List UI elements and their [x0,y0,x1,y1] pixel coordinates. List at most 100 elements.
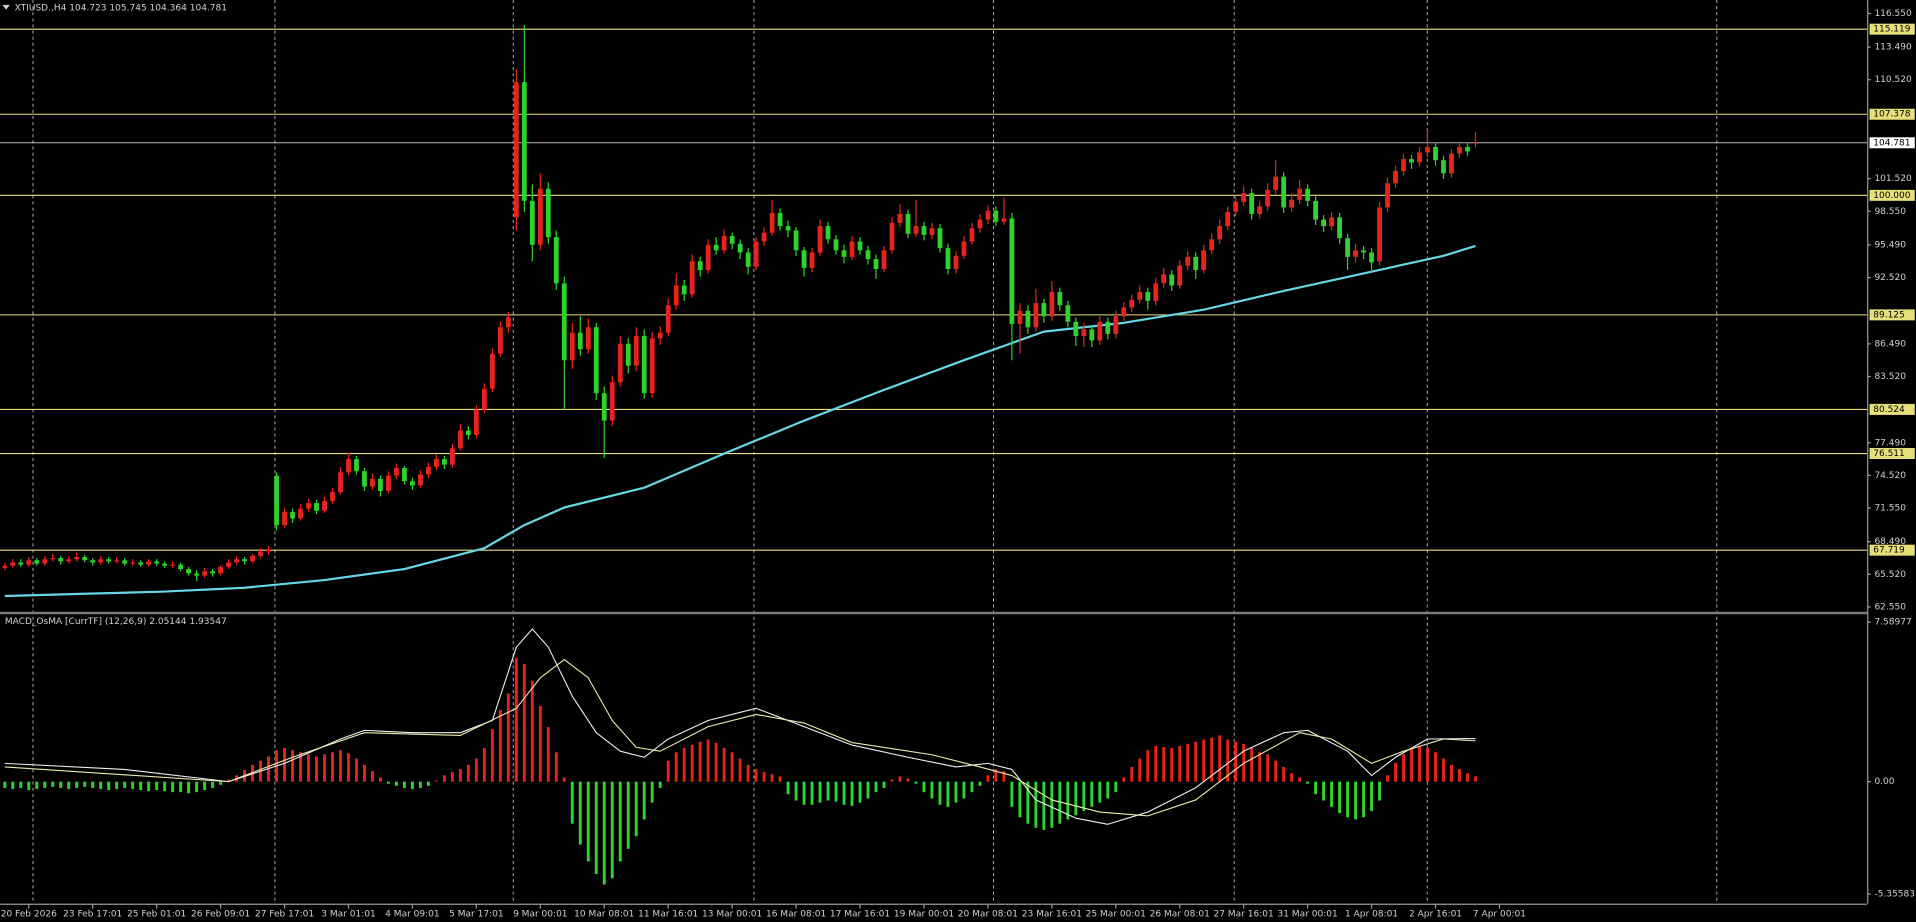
y-tick-label: 71.550 [1874,504,1906,514]
candle-body [1193,256,1199,271]
histogram-bar [450,772,454,782]
histogram-bar [386,781,390,784]
x-tick-label: 20 Mar 08:01 [958,910,1018,920]
histogram-bar [802,781,806,805]
histogram-bar [1314,781,1318,795]
histogram-bar [163,781,167,792]
candle-body [1249,193,1255,215]
histogram-bar [738,758,742,782]
histogram-bar [1234,741,1238,782]
candle-body [841,250,847,257]
candle-body [1225,211,1231,227]
candle-body [426,466,431,475]
histogram-bar [1002,771,1006,782]
candle-body [537,188,543,245]
candle-body [1409,159,1414,163]
histogram-bar [1042,781,1046,830]
histogram-bar [99,781,103,789]
histogram-bar [1290,773,1294,782]
histogram-bar [1066,781,1070,820]
histogram-bar [722,748,726,782]
candle-body [114,560,120,562]
candle-body [34,560,40,564]
histogram-bar [1250,748,1254,782]
histogram-bar [1474,776,1477,782]
histogram-bar [283,748,287,782]
x-tick-label: 4 Mar 09:01 [385,910,439,920]
candle-body [274,475,279,526]
histogram-bar [131,781,135,789]
histogram-bar [402,781,406,788]
y-tick-label: 113.490 [1874,43,1912,53]
candle-body [617,343,623,383]
y-tick-label: 77.490 [1874,438,1906,448]
histogram-bar [1138,758,1142,782]
histogram-bar [219,781,223,785]
candle-body [1009,218,1015,324]
candle-body [697,261,703,271]
candle-body [729,236,735,244]
histogram-bar [43,781,47,788]
histogram-bar [1410,748,1413,782]
y-tick-label: 68.490 [1874,537,1906,547]
histogram-bar [442,775,446,782]
candle-body [817,226,823,253]
histogram-bar [1442,758,1445,782]
x-tick-label: 10 Mar 08:01 [574,910,634,920]
histogram-bar [11,781,15,789]
candle-body [921,226,927,235]
histogram-bar [155,781,159,791]
candle-body [889,222,895,251]
candle-body [513,82,519,218]
y-tick-label: 95.490 [1874,240,1906,250]
x-tick-label: 25 Feb 01:01 [127,910,186,920]
price-level-label: 100.000 [1873,191,1911,201]
candle-body [1001,218,1007,222]
histogram-bar [307,754,310,782]
histogram-bar [83,781,87,787]
symbol-menu-icon[interactable] [2,4,10,10]
x-tick-label: 19 Mar 00:01 [894,910,954,920]
candle-body [1441,160,1446,174]
candle-body [362,471,367,487]
candle-body [1473,142,1478,144]
histogram-bar [1362,781,1366,818]
histogram-bar [698,741,702,782]
candle-body [98,559,104,563]
histogram-bar [922,781,926,793]
candle-body [873,259,879,269]
histogram-bar [363,764,366,782]
candle-body [969,228,975,242]
candle-body [753,241,759,267]
price-level-label: 89.125 [1873,310,1905,320]
histogram-bar [91,781,95,788]
candle-body [106,559,112,562]
histogram-bar [195,781,199,793]
candle-body [42,559,48,564]
price-level-tag [1869,189,1915,201]
y-tick-label: 110.520 [1874,75,1912,85]
histogram-bar [546,727,550,782]
histogram-bar [906,778,910,782]
histogram-bar [690,744,694,782]
candle-body [226,562,231,567]
histogram-bar [299,752,302,782]
candle-body [521,82,527,201]
histogram-bar [35,781,39,789]
candle-body [1385,183,1390,208]
x-tick-label: 13 Mar 00:01 [702,910,762,920]
histogram-bar [1466,773,1469,782]
candle-body [849,241,855,257]
histogram-bar [1378,781,1382,801]
histogram-bar [1298,777,1302,782]
histogram-bar [682,748,686,782]
histogram-bar [658,781,662,788]
candle-body [1233,201,1239,212]
histogram-bar [1426,748,1429,782]
histogram-bar [842,781,846,805]
price-level-tag [1869,108,1915,120]
candle-body [1097,321,1103,341]
histogram-bar [355,758,358,782]
x-tick-label: 26 Mar 08:01 [1150,910,1210,920]
candle-body [777,212,783,227]
